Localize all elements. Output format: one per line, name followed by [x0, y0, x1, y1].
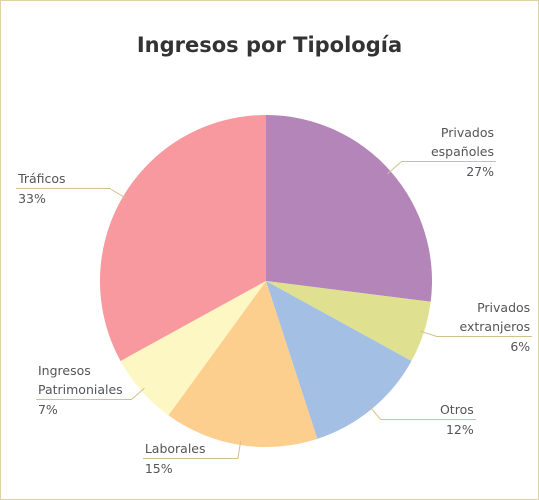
value-label: 7% — [37, 402, 58, 418]
category-label: Tráficos — [16, 169, 112, 190]
pie-slice — [168, 281, 318, 448]
data-label: Privados españoles 27% — [401, 123, 497, 181]
value-label: 15% — [144, 460, 173, 476]
leader-line — [419, 330, 438, 338]
value-label: 6% — [510, 338, 531, 354]
pie-slice — [100, 115, 267, 361]
data-label: Otros 12% — [380, 400, 476, 439]
value-label: 33% — [18, 191, 46, 207]
leader-line — [130, 387, 145, 401]
category-label: Otros — [380, 400, 476, 420]
value-label: 27% — [466, 163, 495, 179]
pie-slice — [266, 115, 432, 302]
data-label: Tráficos 33% — [16, 169, 112, 208]
value-label: 12% — [445, 421, 474, 437]
category-label: Laborales — [142, 439, 238, 459]
chart-title: Ingresos por Tipología — [136, 33, 403, 57]
leader-line — [237, 440, 242, 459]
data-label: Ingresos Patrimoniales 7% — [35, 361, 131, 419]
pie-slice — [266, 281, 412, 439]
pie-slice — [120, 281, 267, 416]
category-label: Ingresos Patrimoniales — [35, 361, 131, 401]
data-label: Privados extranjeros 6% — [437, 298, 533, 356]
pie-slice — [266, 281, 431, 361]
leader-line — [368, 405, 382, 421]
data-label: Laborales 15% — [142, 439, 238, 478]
leader-line — [387, 161, 402, 175]
category-label: Privados españoles — [401, 123, 497, 162]
category-label: Privados extranjeros — [437, 298, 533, 337]
leader-line — [110, 188, 127, 199]
